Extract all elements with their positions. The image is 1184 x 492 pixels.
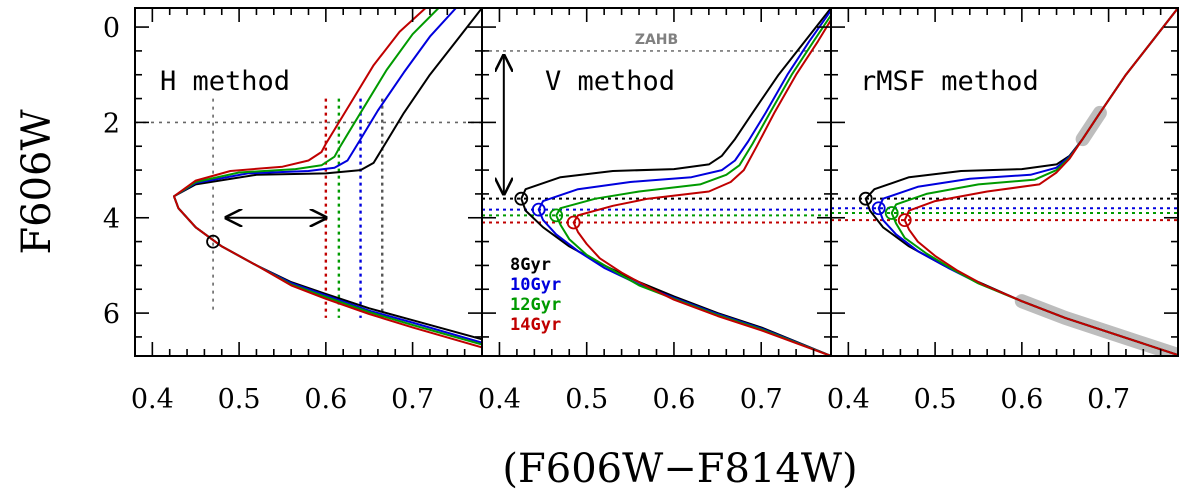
panel-middle-ticks bbox=[482, 8, 831, 356]
isochrone-14Gyr bbox=[903, 8, 1178, 356]
x-tick-label: 0.6 bbox=[1000, 384, 1043, 415]
panel-title: rMSF method bbox=[860, 66, 1039, 97]
panel-title: H method bbox=[160, 66, 290, 97]
x-tick-label: 0.5 bbox=[565, 384, 608, 415]
x-tick-label: 0.7 bbox=[1087, 384, 1130, 415]
legend-entry: 14Gyr bbox=[510, 315, 561, 335]
x-tick-label: 0.4 bbox=[478, 384, 521, 415]
panel-right-overlays bbox=[831, 105, 1178, 356]
legend-entry: 10Gyr bbox=[510, 275, 561, 295]
isochrone-14Gyr bbox=[173, 8, 482, 349]
y-axis-title: F606W bbox=[14, 109, 60, 254]
turnoff-marker-10Gyr bbox=[531, 202, 546, 217]
panel-left-labels: 0.4 0.5 0.6 0.7 0 2 4 6 H method bbox=[103, 13, 434, 415]
x-axis-title: (F606W−F814W) bbox=[502, 446, 857, 492]
y-tick-label: 6 bbox=[103, 299, 120, 330]
legend-entry: 12Gyr bbox=[510, 295, 561, 315]
x-tick-label: 0.4 bbox=[131, 384, 174, 415]
x-tick-label: 0.6 bbox=[304, 384, 347, 415]
turnoff-marker-12Gyr bbox=[549, 208, 564, 223]
isochrone-8Gyr bbox=[173, 8, 482, 341]
panel-middle-labels: 0.4 0.5 0.6 0.7 V method ZAHB 8Gyr10Gyr12Gyr14… bbox=[478, 32, 783, 415]
turnoff-marker-12Gyr bbox=[884, 206, 899, 220]
y-tick-label: 0 bbox=[103, 13, 120, 44]
panel-right-curves bbox=[858, 8, 1178, 356]
x-tick-label: 0.4 bbox=[827, 384, 870, 415]
turnoff-marker-14Gyr bbox=[566, 215, 581, 230]
label-layer: 0.4 0.5 0.6 0.7 0 2 4 6 H method 0.4 0.5 0.6 0.7 V me… bbox=[14, 13, 1130, 492]
panel-title: V method bbox=[545, 66, 675, 97]
y-tick-label: 4 bbox=[103, 204, 120, 235]
turnoff-marker-14Gyr bbox=[897, 213, 912, 228]
x-tick-label: 0.7 bbox=[740, 384, 783, 415]
turnoff-marker-8Gyr bbox=[514, 191, 529, 206]
isochrone-10Gyr bbox=[173, 8, 482, 344]
panel-middle-curves bbox=[504, 8, 831, 356]
panel-left-frame bbox=[134, 7, 483, 357]
panel-right-ticks bbox=[831, 8, 1178, 356]
panel-left-ticks bbox=[135, 8, 482, 356]
x-tick-label: 0.5 bbox=[914, 384, 957, 415]
panel-right-labels: 0.4 0.5 0.6 0.7 rMSF method bbox=[827, 66, 1130, 415]
isochrone-8Gyr bbox=[520, 8, 831, 356]
curve-layer bbox=[173, 8, 1178, 356]
isochrone-12Gyr bbox=[173, 8, 482, 346]
isochrone-14Gyr bbox=[572, 19, 831, 356]
reference-point-marker bbox=[206, 234, 220, 249]
panel-left-overlays bbox=[135, 98, 482, 318]
zahb-label: ZAHB bbox=[635, 32, 678, 48]
tick-layer bbox=[135, 8, 1178, 356]
x-tick-label: 0.6 bbox=[652, 384, 695, 415]
y-tick-label: 2 bbox=[103, 108, 120, 139]
legend-entry: 8Gyr bbox=[510, 255, 551, 275]
x-tick-label: 0.5 bbox=[218, 384, 261, 415]
turnoff-marker-8Gyr bbox=[858, 191, 873, 206]
turnoff-marker-10Gyr bbox=[871, 201, 886, 216]
x-tick-label: 0.7 bbox=[391, 384, 434, 415]
panel-left-curves bbox=[173, 8, 482, 349]
